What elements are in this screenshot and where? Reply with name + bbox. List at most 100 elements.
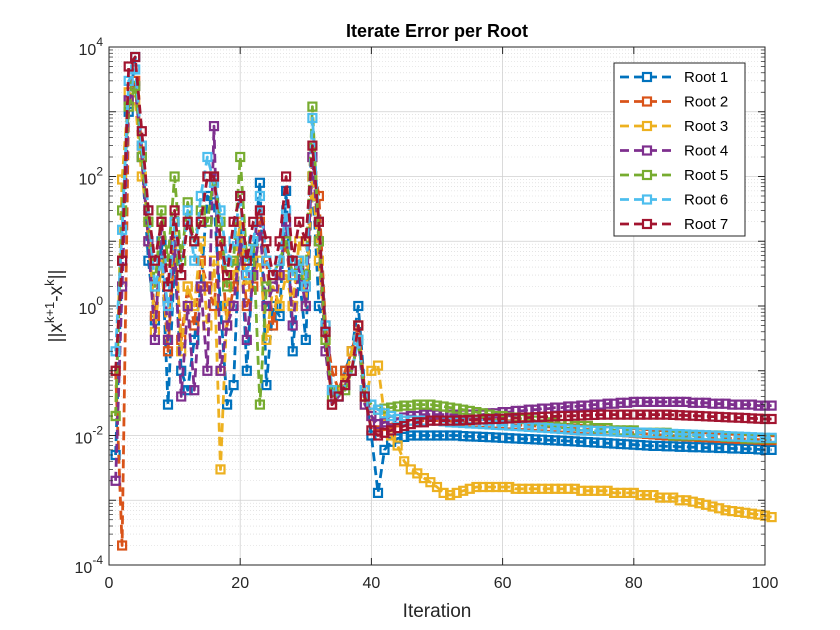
- data-point: [366, 430, 377, 441]
- data-point: [569, 424, 580, 435]
- data-point: [523, 434, 534, 445]
- data-point: [648, 440, 659, 451]
- data-point: [425, 399, 436, 410]
- data-point: [563, 436, 574, 447]
- data-point: [399, 431, 410, 442]
- data-point: [215, 205, 226, 216]
- data-point: [641, 396, 653, 407]
- axis-ticks: [108, 46, 766, 566]
- x-tick-label: 20: [231, 575, 249, 592]
- data-point: [189, 385, 200, 396]
- data-point: [543, 417, 554, 428]
- data-point: [123, 61, 134, 72]
- data-point: [477, 408, 488, 419]
- y-tick-exponent: 2: [96, 165, 103, 179]
- data-point: [497, 413, 508, 424]
- data-point: [300, 236, 311, 247]
- data-point: [130, 51, 141, 63]
- data-point: [668, 396, 679, 407]
- data-point: [635, 396, 646, 407]
- y-axis-label: ||xk+1-xk||: [42, 270, 67, 343]
- data-point: [543, 483, 554, 494]
- data-point: [549, 417, 561, 428]
- data-point: [202, 151, 213, 163]
- data-point: [241, 334, 252, 345]
- data-point: [392, 413, 403, 425]
- data-point: [438, 430, 449, 441]
- data-point: [254, 205, 265, 216]
- data-point: [530, 412, 541, 423]
- data-point: [445, 430, 456, 441]
- data-point: [162, 334, 174, 345]
- data-point: [248, 216, 259, 227]
- data-point: [746, 443, 758, 454]
- data-point: [661, 441, 672, 452]
- data-point: [713, 411, 725, 422]
- data-point: [307, 112, 318, 124]
- data-point: [372, 360, 384, 371]
- data-point: [700, 499, 712, 510]
- data-point: [549, 483, 561, 494]
- y-tick-label: 10-2: [75, 424, 104, 448]
- data-point: [727, 412, 738, 423]
- data-point: [517, 412, 528, 423]
- data-point: [700, 397, 712, 408]
- data-point: [451, 415, 462, 426]
- data-point: [281, 205, 292, 216]
- data-point: [372, 430, 384, 441]
- data-point: [399, 420, 410, 432]
- y-tick-exponent: -2: [92, 424, 103, 438]
- data-point: [222, 300, 233, 312]
- data-point: [681, 441, 692, 452]
- data-point: [687, 410, 698, 421]
- data-point: [405, 430, 416, 441]
- data-point: [753, 444, 764, 455]
- data-point: [635, 490, 646, 501]
- data-point: [687, 429, 698, 440]
- data-point: [733, 399, 744, 410]
- data-point: [733, 506, 744, 517]
- data-point: [687, 397, 698, 408]
- data-point: [248, 270, 259, 281]
- data-point: [530, 434, 541, 445]
- data-point: [222, 399, 233, 410]
- data-point: [169, 205, 180, 216]
- data-point: [510, 483, 521, 494]
- legend-label: Root 3: [684, 118, 728, 135]
- data-point: [202, 365, 213, 376]
- data-point: [189, 236, 200, 247]
- data-point: [366, 410, 377, 422]
- data-point: [287, 255, 298, 266]
- data-point: [654, 492, 666, 503]
- data-point: [484, 432, 495, 443]
- data-point: [563, 410, 574, 422]
- data-point: [307, 101, 318, 112]
- data-point: [195, 255, 206, 266]
- data-point: [510, 412, 521, 424]
- data-point: [543, 435, 554, 446]
- data-point: [392, 401, 403, 412]
- data-point: [300, 300, 311, 312]
- data-point: [654, 396, 666, 407]
- data-point: [661, 409, 672, 420]
- data-point: [116, 255, 128, 266]
- data-point: [287, 320, 298, 331]
- data-point: [681, 410, 692, 421]
- data-point: [668, 492, 679, 503]
- data-point: [694, 442, 705, 453]
- data-point: [189, 255, 200, 266]
- data-point: [635, 409, 646, 420]
- data-point: [766, 413, 777, 425]
- data-point: [228, 281, 239, 292]
- data-point: [458, 415, 469, 426]
- data-point: [700, 430, 712, 441]
- data-point: [556, 423, 567, 435]
- data-point: [569, 483, 580, 494]
- data-point: [471, 414, 482, 425]
- data-point: [681, 495, 692, 506]
- data-point: [215, 365, 226, 376]
- data-point: [156, 255, 167, 266]
- data-point: [681, 396, 692, 407]
- data-point: [687, 496, 698, 507]
- data-point: [549, 411, 561, 422]
